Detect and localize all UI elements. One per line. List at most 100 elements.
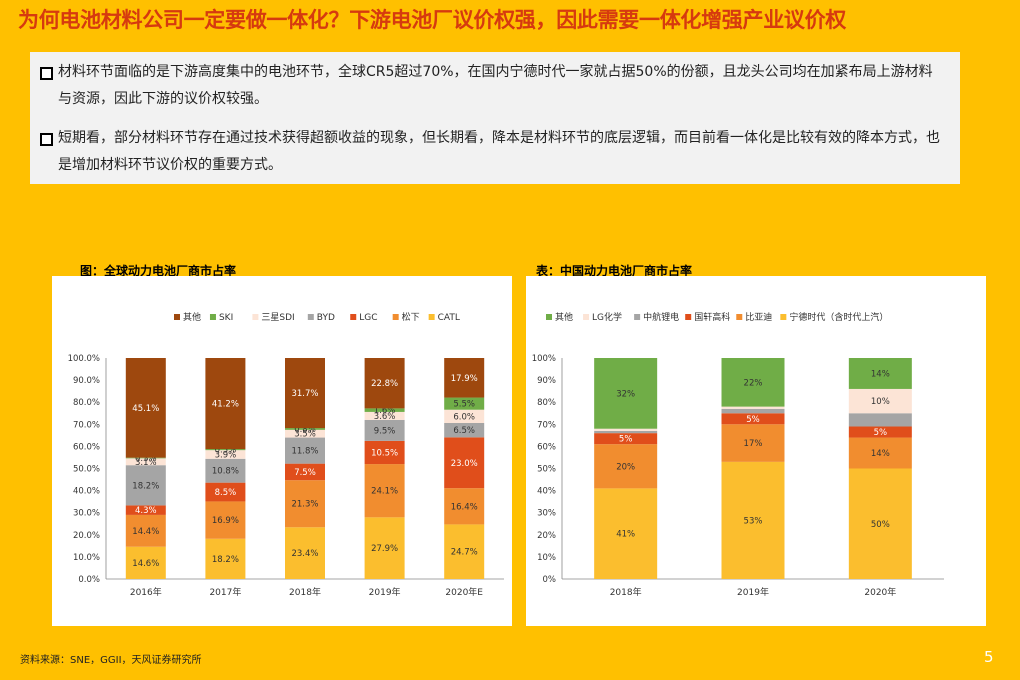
data-label: 17.9% bbox=[451, 374, 478, 384]
bar-segment bbox=[594, 444, 658, 489]
bar-segment bbox=[444, 488, 485, 525]
data-label: 45.1% bbox=[132, 404, 159, 414]
bar-segment bbox=[205, 538, 246, 579]
bar-segment bbox=[125, 514, 166, 547]
bar-segment bbox=[285, 358, 325, 429]
data-label: 10.8% bbox=[212, 467, 239, 477]
legend-swatch bbox=[685, 314, 692, 320]
bar-segment bbox=[444, 358, 485, 398]
data-label: 10.5% bbox=[371, 448, 398, 458]
x-tick-label: 2016年 bbox=[130, 586, 162, 598]
bullet-item: 材料环节面临的是下游高度集中的电池环节，全球CR5超过70%，在国内宁德时代一家… bbox=[40, 59, 945, 113]
legend-swatch bbox=[307, 314, 314, 320]
bar-segment bbox=[848, 468, 912, 579]
data-label: 3.9% bbox=[215, 450, 237, 460]
bar-segment bbox=[125, 505, 166, 515]
data-label: 7.5% bbox=[294, 468, 316, 478]
legend-label: 中航锂电 bbox=[643, 311, 679, 323]
data-label: 24.7% bbox=[451, 548, 478, 558]
data-label: 41% bbox=[616, 530, 635, 540]
bar-segment bbox=[285, 429, 325, 438]
bar-segment bbox=[205, 482, 246, 502]
bar-segment bbox=[848, 426, 912, 438]
data-label: 18.2% bbox=[132, 481, 159, 491]
y-tick-label: 100.0% bbox=[68, 354, 100, 364]
chart-title-global: 图：全球动力电池厂商市占率 bbox=[80, 264, 237, 278]
data-label: 0.8% bbox=[294, 425, 316, 435]
y-tick-label: 30.0% bbox=[73, 509, 100, 519]
y-tick-label: 30% bbox=[537, 509, 556, 519]
x-tick-label: 2018年 bbox=[289, 586, 321, 598]
bar-segment bbox=[848, 413, 912, 427]
x-tick-label: 2017年 bbox=[209, 586, 241, 598]
data-label: 3.5% bbox=[294, 430, 316, 440]
bar-segment bbox=[444, 409, 485, 423]
bar-segment bbox=[721, 424, 785, 462]
data-label: 14.6% bbox=[132, 559, 159, 569]
legend-swatch bbox=[350, 314, 357, 320]
data-label: 0.3% bbox=[135, 454, 157, 464]
bar-segment bbox=[594, 428, 658, 431]
legend-label: 松下 bbox=[402, 311, 420, 323]
legend-swatch bbox=[392, 314, 399, 320]
page-number: 5 bbox=[984, 648, 994, 666]
data-label: 31.7% bbox=[291, 389, 318, 399]
bullet-item: 短期看，部分材料环节存在通过技术获得超额收益的现象，但长期看，降本是材料环节的底… bbox=[40, 125, 945, 179]
data-label: 17% bbox=[744, 439, 763, 449]
data-label: 18.2% bbox=[212, 555, 239, 565]
y-tick-label: 20.0% bbox=[73, 531, 100, 541]
legend-swatch bbox=[736, 314, 743, 320]
legend-label: 其他 bbox=[183, 311, 201, 323]
data-label: 23.4% bbox=[291, 549, 318, 559]
x-tick-label: 2018年 bbox=[610, 586, 642, 598]
y-tick-label: 70.0% bbox=[73, 420, 100, 430]
bar-segment bbox=[364, 517, 405, 579]
legend-swatch bbox=[634, 314, 641, 320]
y-tick-label: 80% bbox=[537, 398, 556, 408]
square-bullet-icon bbox=[40, 67, 53, 80]
y-tick-label: 50.0% bbox=[73, 465, 100, 475]
data-label: 22.8% bbox=[371, 379, 398, 389]
bar-segment bbox=[125, 358, 166, 458]
data-label: 20% bbox=[616, 462, 635, 472]
bar-segment bbox=[364, 358, 405, 409]
x-tick-label: 2020年E bbox=[445, 586, 483, 598]
legend-label: CATL bbox=[438, 313, 460, 323]
data-label: 8.5% bbox=[215, 488, 237, 498]
data-label: 11.8% bbox=[291, 447, 318, 457]
bar-segment bbox=[285, 428, 325, 430]
legend-label: 其他 bbox=[555, 311, 573, 323]
bullet-text: 短期看，部分材料环节存在通过技术获得超额收益的现象，但长期看，降本是材料环节的底… bbox=[58, 130, 940, 173]
legend-swatch bbox=[780, 314, 787, 320]
bar-segment bbox=[721, 461, 785, 579]
legend-label: LGC bbox=[359, 313, 377, 323]
data-label: 50% bbox=[871, 520, 890, 530]
data-label: 9.5% bbox=[374, 426, 396, 436]
data-label: 23.0% bbox=[451, 459, 478, 469]
y-tick-label: 80.0% bbox=[73, 398, 100, 408]
legend-swatch bbox=[209, 314, 216, 320]
x-tick-label: 2019年 bbox=[369, 586, 401, 598]
data-label: 0.5% bbox=[215, 446, 237, 456]
data-label: 6.5% bbox=[453, 426, 475, 436]
legend-swatch bbox=[252, 314, 259, 320]
bar-segment bbox=[205, 358, 246, 450]
global-market-share-chart: 其他 SKI 三星SDI BYD LGC 松下 CATL 0.0% 10.0% 20.0% 30.0… bbox=[68, 311, 504, 598]
data-label: 5.5% bbox=[453, 400, 475, 410]
data-label: 14% bbox=[871, 369, 890, 379]
legend-label: 宁德时代（含时代上汽） bbox=[789, 311, 888, 323]
chart-panel-global: 其他 SKI 三星SDI BYD LGC 松下 CATL 0.0% 10.0% 20.0% 30.0… bbox=[52, 276, 512, 626]
y-tick-label: 60% bbox=[537, 442, 556, 452]
data-label: 16.9% bbox=[212, 516, 239, 526]
y-tick-label: 100% bbox=[532, 354, 556, 364]
y-tick-label: 60.0% bbox=[73, 442, 100, 452]
chart-title-china: 表：中国动力电池厂商市占率 bbox=[536, 264, 693, 278]
legend-label: 国轩高科 bbox=[694, 311, 730, 323]
bar-segment bbox=[848, 358, 912, 389]
bar-segment bbox=[721, 413, 785, 425]
y-tick-label: 70% bbox=[537, 420, 556, 430]
bar-segment bbox=[594, 430, 658, 434]
bar-segment bbox=[125, 457, 166, 459]
bar-segment bbox=[364, 419, 405, 441]
china-market-share-chart: 其他 LG化学 中航锂电 国轩高科 比亚迪 宁德时代（含时代上汽） 0% 10% 20% 30% 4… bbox=[532, 311, 944, 598]
